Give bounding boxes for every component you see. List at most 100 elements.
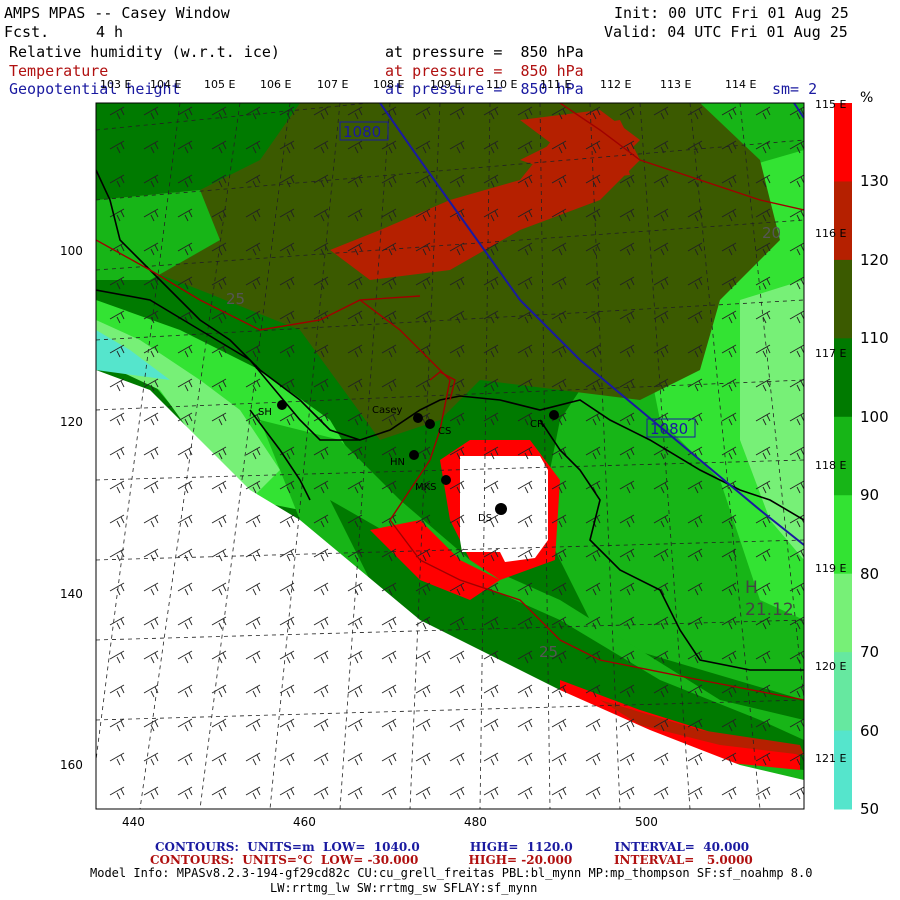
wind-barb bbox=[483, 310, 499, 324]
station-dot-mks[interactable] bbox=[441, 475, 451, 485]
wind-barb bbox=[245, 412, 261, 426]
wind-barb bbox=[109, 480, 125, 494]
wind-barb bbox=[517, 344, 533, 358]
wind-barb bbox=[177, 242, 193, 256]
wind-barb bbox=[653, 106, 669, 120]
colorbar-swatch bbox=[834, 730, 852, 810]
colorbar-label: 60 bbox=[860, 721, 880, 740]
wind-barb bbox=[721, 650, 737, 664]
wind-barb bbox=[347, 548, 363, 562]
wind-barb bbox=[347, 276, 363, 290]
wind-barb bbox=[517, 378, 533, 392]
wind-barb bbox=[313, 208, 329, 222]
wind-barb bbox=[313, 650, 329, 664]
wind-barb bbox=[619, 650, 635, 664]
colorbar-label: 70 bbox=[860, 643, 880, 662]
wind-barb bbox=[347, 106, 363, 120]
x-tick-label: 480 bbox=[464, 815, 487, 829]
wind-barb bbox=[483, 514, 499, 528]
wind-barb bbox=[143, 616, 159, 630]
wind-barb bbox=[721, 582, 737, 596]
temp-label-20: 20 bbox=[762, 224, 781, 242]
temp-label-25a: 25 bbox=[226, 290, 245, 308]
valid-time: Valid: 04 UTC Fri 01 Aug 25 bbox=[604, 23, 848, 41]
wind-barb bbox=[585, 582, 601, 596]
wind-barb bbox=[211, 174, 227, 188]
rh-field bbox=[96, 103, 804, 809]
wind-barb bbox=[517, 548, 533, 562]
wind-barb bbox=[449, 718, 465, 732]
station-dot-ds[interactable] bbox=[495, 503, 507, 515]
station-dot-hn[interactable] bbox=[409, 450, 419, 460]
wind-barb bbox=[585, 650, 601, 664]
wind-barb bbox=[415, 140, 431, 154]
top-lon-label: 106 E bbox=[260, 78, 292, 91]
wind-barb bbox=[721, 310, 737, 324]
wind-barb bbox=[347, 174, 363, 188]
top-lon-label: 113 E bbox=[660, 78, 692, 91]
wind-barb bbox=[211, 446, 227, 460]
station-dot-sh[interactable] bbox=[277, 400, 287, 410]
wind-barb bbox=[245, 174, 261, 188]
wind-barb bbox=[551, 684, 567, 698]
wind-barb bbox=[381, 480, 397, 494]
wind-barb bbox=[585, 548, 601, 562]
wind-barb bbox=[517, 582, 533, 596]
wind-barb bbox=[415, 616, 431, 630]
colorbar-swatch bbox=[834, 573, 852, 653]
wind-barb bbox=[517, 446, 533, 460]
wind-barb bbox=[687, 242, 703, 256]
wind-barb bbox=[143, 174, 159, 188]
wind-barb bbox=[109, 208, 125, 222]
wind-barb bbox=[245, 140, 261, 154]
colorbar-swatch bbox=[834, 181, 852, 261]
colorbar-label: 130 bbox=[860, 172, 889, 191]
wind-barb bbox=[551, 548, 567, 562]
wind-barb bbox=[483, 106, 499, 120]
wind-barb bbox=[381, 514, 397, 528]
wind-barb bbox=[347, 718, 363, 732]
wind-barb bbox=[313, 718, 329, 732]
wind-barb bbox=[347, 344, 363, 358]
wind-barb bbox=[177, 786, 193, 800]
station-dot-cs[interactable] bbox=[425, 419, 435, 429]
station-dot-casey[interactable] bbox=[413, 413, 423, 423]
wind-barb bbox=[449, 548, 465, 562]
wind-barb bbox=[109, 344, 125, 358]
wind-barb bbox=[449, 514, 465, 528]
wind-barb bbox=[449, 412, 465, 426]
wind-barb bbox=[313, 548, 329, 562]
wind-barb bbox=[653, 378, 669, 392]
wind-barb bbox=[313, 242, 329, 256]
wind-barb bbox=[279, 752, 295, 766]
station-dot-cr[interactable] bbox=[549, 410, 559, 420]
wind-barb bbox=[381, 616, 397, 630]
wind-barb bbox=[551, 582, 567, 596]
wind-barb bbox=[755, 752, 771, 766]
colorbar-swatch bbox=[834, 103, 852, 182]
wind-barb bbox=[449, 242, 465, 256]
wind-barb bbox=[585, 616, 601, 630]
wind-barb bbox=[313, 582, 329, 596]
wind-barb bbox=[449, 786, 465, 800]
colorbar bbox=[834, 103, 852, 810]
wind-barb bbox=[721, 174, 737, 188]
wind-barb bbox=[687, 276, 703, 290]
field-temp-level: at pressure = 850 hPa bbox=[385, 62, 584, 80]
wind-barb bbox=[653, 208, 669, 222]
wind-barb bbox=[279, 378, 295, 392]
wind-barb bbox=[245, 446, 261, 460]
wind-barb bbox=[687, 378, 703, 392]
temp-label-25b: 25 bbox=[539, 643, 558, 661]
wind-barb bbox=[449, 650, 465, 664]
station-markers bbox=[277, 400, 559, 515]
wind-barb bbox=[483, 650, 499, 664]
top-lon-label: 114 E bbox=[725, 78, 757, 91]
wind-barb bbox=[619, 446, 635, 460]
wind-barb bbox=[619, 310, 635, 324]
wind-barb bbox=[143, 106, 159, 120]
wind-barb bbox=[143, 480, 159, 494]
wind-barb bbox=[279, 514, 295, 528]
wind-barb bbox=[483, 718, 499, 732]
